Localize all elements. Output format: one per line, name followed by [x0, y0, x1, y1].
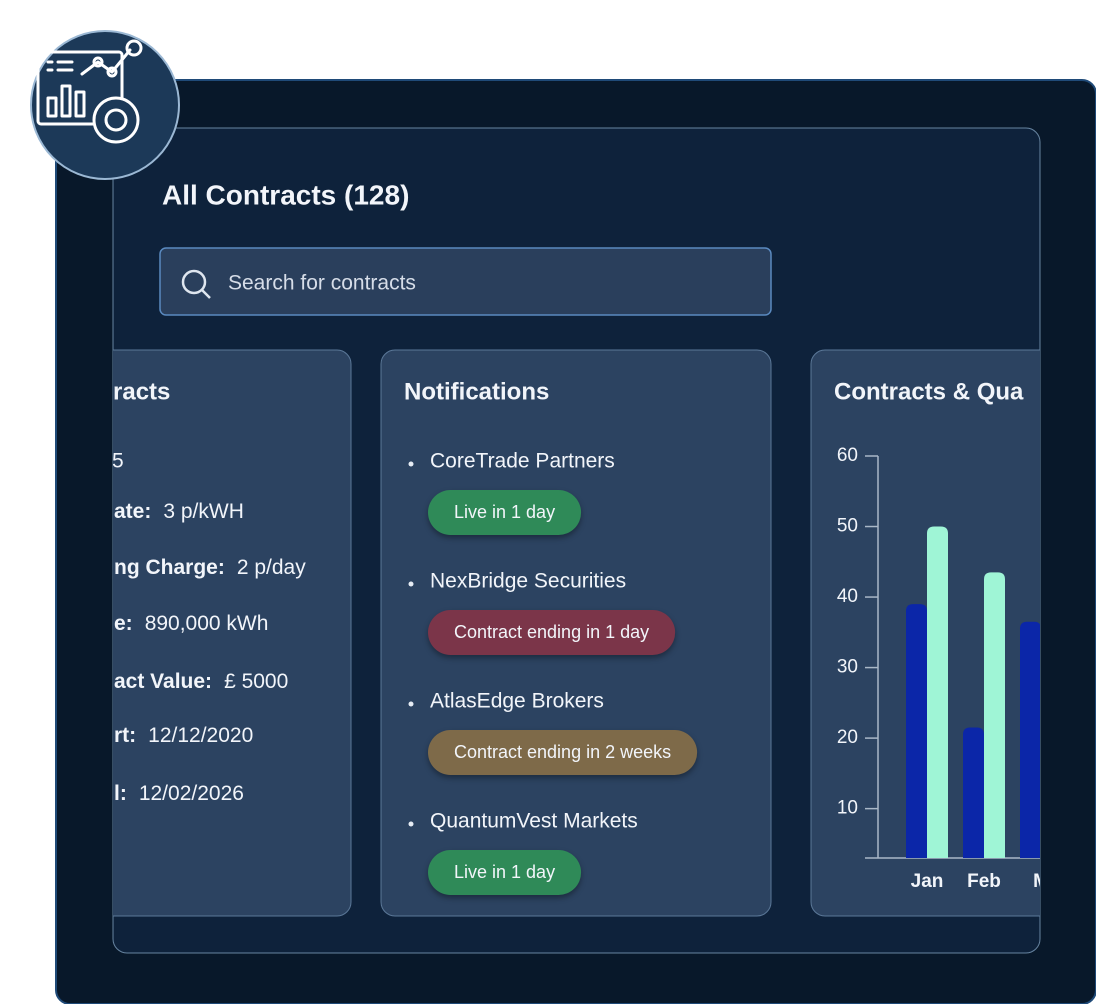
field-label: rt:	[114, 724, 136, 747]
bar	[984, 572, 1005, 858]
bullet	[408, 461, 414, 467]
bullet	[408, 821, 414, 827]
notification-name: AtlasEdge Brokers	[430, 690, 604, 713]
status-label: Contract ending in 1 day	[454, 622, 649, 642]
bullet	[408, 701, 414, 707]
field-value: 3 p/kWH	[163, 500, 244, 523]
x-tick-label: Jan	[911, 871, 944, 892]
notification-name: NexBridge Securities	[430, 570, 626, 593]
card-field: rt: 12/12/2020	[114, 724, 253, 747]
chart-title: Contracts & Qua	[834, 378, 1024, 405]
card-title: Notifications	[404, 378, 549, 405]
search-box[interactable]	[159, 247, 772, 316]
chart-plot: 10 20 30 40 50 60 Jan Feb M	[837, 445, 1049, 892]
field-label: ng Charge:	[114, 556, 225, 579]
logo-icon	[30, 30, 180, 180]
field-value: £ 5000	[224, 670, 288, 693]
field-label: ate:	[114, 500, 151, 523]
status-label: Live in 1 day	[454, 502, 555, 522]
chart: Contracts & Qua 10 20 30 40 50 60 Jan Feb M	[834, 378, 1049, 892]
field-value: 2 p/day	[237, 556, 306, 579]
field-value: 12/02/2026	[139, 782, 244, 805]
notification-name: CoreTrade Partners	[430, 450, 615, 473]
x-tick-label: M	[1033, 871, 1049, 892]
search-icon	[181, 269, 207, 295]
y-tick-label: 10	[837, 798, 858, 819]
cards: racts 5 ate: 3 p/kWH ng Charge: 2 p/day e: 89…	[112, 349, 1049, 917]
y-tick-label: 20	[837, 727, 858, 748]
y-tick-label: 30	[837, 657, 858, 678]
field-label: act Value:	[114, 670, 212, 693]
bullet	[408, 581, 414, 587]
bar	[927, 526, 948, 858]
chart-card	[810, 349, 1040, 917]
card-field: l: 12/02/2026	[114, 782, 244, 805]
card-field: act Value: £ 5000	[114, 670, 288, 693]
notification-name: QuantumVest Markets	[430, 810, 638, 833]
notification-list: CoreTrade Partners Live in 1 day NexBridge…	[408, 450, 698, 895]
search-icon	[201, 289, 211, 299]
field-value: 890,000 kWh	[145, 612, 269, 635]
card-title: racts	[113, 378, 170, 405]
status-label: Live in 1 day	[454, 862, 555, 882]
page-title: All Contracts (128)	[162, 179, 409, 210]
y-tick-label: 50	[837, 516, 858, 537]
bar	[963, 727, 984, 858]
y-tick-label: 40	[837, 586, 858, 607]
field-label: e:	[114, 612, 133, 635]
bar	[906, 604, 927, 858]
field-label: l:	[114, 782, 127, 805]
status-badge	[428, 610, 676, 655]
card-field: ate: 3 p/kWH	[114, 500, 244, 523]
card-field: e: 890,000 kWh	[114, 612, 268, 635]
status-badge	[428, 850, 582, 895]
card-field: ng Charge: 2 p/day	[114, 556, 306, 579]
bar	[1020, 621, 1040, 858]
card-count: 5	[112, 450, 124, 473]
contract-card	[113, 349, 352, 917]
x-tick-label: Feb	[967, 871, 1001, 892]
status-label: Contract ending in 2 weeks	[454, 742, 671, 762]
status-badge	[428, 730, 698, 775]
y-tick-label: 60	[837, 445, 858, 466]
card-fields: ate: 3 p/kWH ng Charge: 2 p/day e: 890,000 kW…	[114, 500, 306, 805]
status-badge	[428, 490, 582, 535]
search-placeholder: Search for contracts	[228, 272, 416, 295]
field-value: 12/12/2020	[148, 724, 253, 747]
